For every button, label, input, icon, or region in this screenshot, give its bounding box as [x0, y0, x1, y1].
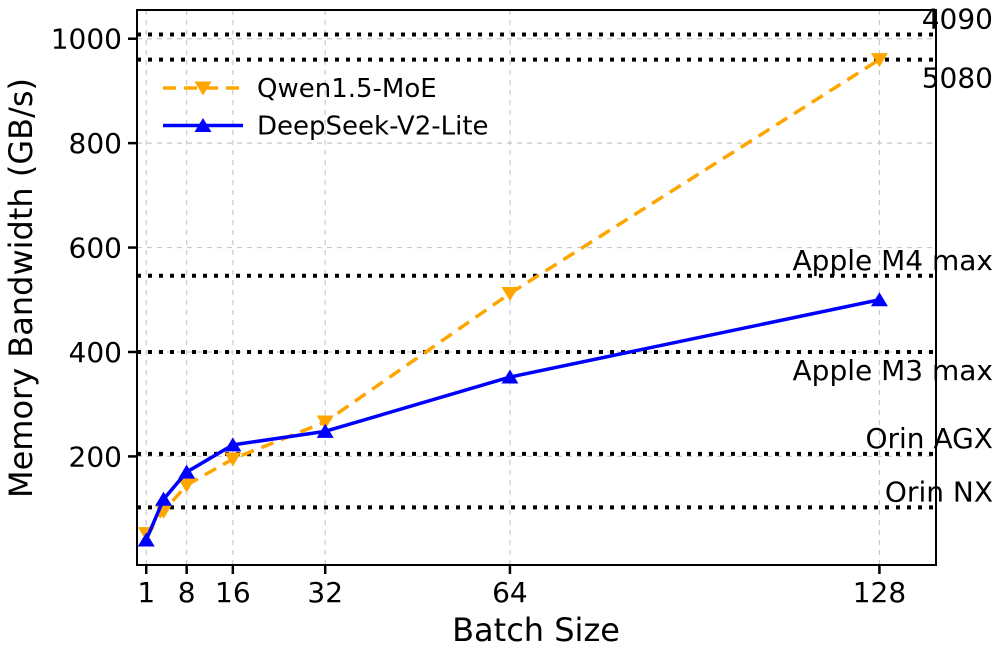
- x-tick-label-1: 1: [137, 576, 155, 609]
- marker-deepseek-v2-lite-x8: [178, 464, 196, 479]
- y-tick-label-1000: 1000: [51, 23, 122, 56]
- plot-border: [136, 9, 937, 566]
- reference-label-orin-agx: Orin AGX: [865, 422, 993, 455]
- marker-qwen1-5-moe-x16: [224, 452, 242, 467]
- legend: Qwen1.5-MoE DeepSeek-V2-Lite: [163, 74, 489, 142]
- reference-label-apple-m4-max: Apple M4 max: [793, 244, 993, 277]
- y-tick-label-800: 800: [69, 127, 122, 160]
- legend-marker-triangle-down-icon: [194, 81, 212, 96]
- marker-deepseek-v2-lite-x16: [224, 437, 242, 452]
- legend-item-qwen: Qwen1.5-MoE: [163, 74, 437, 104]
- x-tick-label-128: 128: [853, 576, 906, 609]
- x-tick-label-16: 16: [215, 576, 251, 609]
- x-tick-label-8: 8: [178, 576, 196, 609]
- series-layer: [137, 53, 888, 547]
- y-tick-label-400: 400: [69, 336, 122, 369]
- marker-qwen1-5-moe-x128: [870, 53, 888, 68]
- reference-label-orin-nx: Orin NX: [885, 475, 993, 508]
- x-axis-label: Batch Size: [452, 611, 620, 649]
- legend-label-qwen: Qwen1.5-MoE: [257, 74, 437, 104]
- marker-qwen1-5-moe-x32: [316, 415, 334, 430]
- y-tick-label-600: 600: [69, 232, 122, 265]
- legend-item-deepseek: DeepSeek-V2-Lite: [163, 112, 489, 142]
- axes-layer: [128, 9, 937, 574]
- marker-qwen1-5-moe-x64: [501, 287, 519, 302]
- reference-label-5080: 5080: [922, 62, 993, 95]
- y-axis-label: Memory Bandwidth (GB/s): [2, 78, 40, 498]
- y-tick-label-200: 200: [69, 440, 122, 473]
- marker-deepseek-v2-lite-x64: [501, 369, 519, 384]
- marker-qwen1-5-moe-x8: [178, 478, 196, 493]
- x-tick-label-64: 64: [492, 576, 528, 609]
- reference-lines-layer: [137, 32, 936, 510]
- reference-label-4090: 4090: [922, 3, 993, 36]
- legend-marker-triangle-up-icon: [194, 118, 212, 132]
- marker-deepseek-v2-lite-x1: [137, 532, 155, 547]
- reference-label-apple-m3-max: Apple M3 max: [793, 354, 993, 387]
- reference-labels-layer: 4090 5080 Apple M4 max Apple M3 max Orin AGX…: [793, 3, 993, 509]
- legend-label-deepseek: DeepSeek-V2-Lite: [257, 112, 489, 142]
- x-tick-label-32: 32: [307, 576, 343, 609]
- marker-deepseek-v2-lite-x32: [316, 423, 334, 438]
- marker-deepseek-v2-lite-x4: [155, 491, 173, 506]
- series-line-deepseek-v2-lite: [144, 298, 880, 541]
- marker-deepseek-v2-lite-x128: [870, 292, 888, 307]
- tick-labels-layer: 1 8 16 32 64 128 200 400 600 800 1000: [51, 23, 906, 609]
